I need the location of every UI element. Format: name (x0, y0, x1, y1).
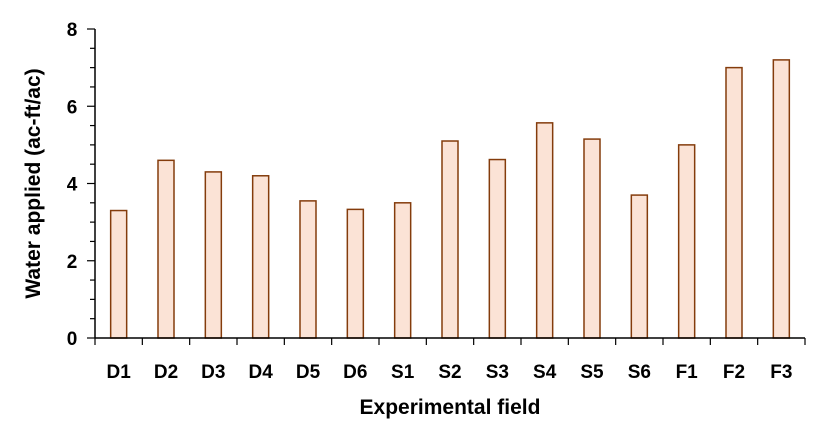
x-tick-label: F3 (770, 362, 792, 383)
x-tick-label: D4 (249, 362, 274, 383)
x-tick-label: D3 (201, 362, 225, 383)
bar (677, 144, 696, 339)
x-tick-label: S1 (391, 362, 415, 383)
bar (393, 202, 412, 339)
bar (535, 122, 554, 339)
bar (299, 200, 317, 339)
x-tick-label: D6 (343, 362, 367, 383)
y-tick-label: 4 (67, 175, 78, 196)
x-tick-label: S3 (486, 362, 509, 383)
x-ticks-group: D1 D2 D3 D4 D5 D6 S1 S2 S3 S4 S5 S6 F1 F2 F3 (94, 338, 806, 383)
bar (251, 175, 270, 339)
y-ticks-group: 0 2 4 6 8 (67, 20, 95, 350)
x-tick-label: S6 (628, 362, 651, 383)
bar (630, 194, 649, 339)
y-tick-label: 0 (67, 329, 78, 350)
x-tick-label: D1 (107, 362, 132, 383)
bar (346, 208, 365, 339)
bar (725, 66, 743, 339)
x-tick-label: D2 (154, 362, 178, 383)
y-axis-title: Water applied (ac-ft/ac) (22, 68, 45, 298)
bars-group (109, 59, 791, 339)
bar (583, 138, 601, 339)
x-tick-label: F1 (676, 362, 699, 383)
bar (157, 159, 175, 339)
x-tick-label: D5 (296, 362, 321, 383)
x-tick-label: F2 (723, 362, 745, 383)
x-tick-label: S2 (438, 362, 461, 383)
bar (204, 171, 223, 339)
bar (488, 158, 507, 339)
bar (441, 140, 459, 339)
x-axis-title: Experimental field (360, 396, 541, 419)
x-tick-label: S4 (533, 362, 557, 383)
bar (772, 59, 791, 339)
x-tick-label: S5 (580, 362, 604, 383)
y-tick-label: 8 (67, 20, 78, 41)
bar (109, 209, 128, 339)
y-tick-label: 6 (67, 97, 78, 118)
y-tick-label: 2 (67, 252, 78, 273)
